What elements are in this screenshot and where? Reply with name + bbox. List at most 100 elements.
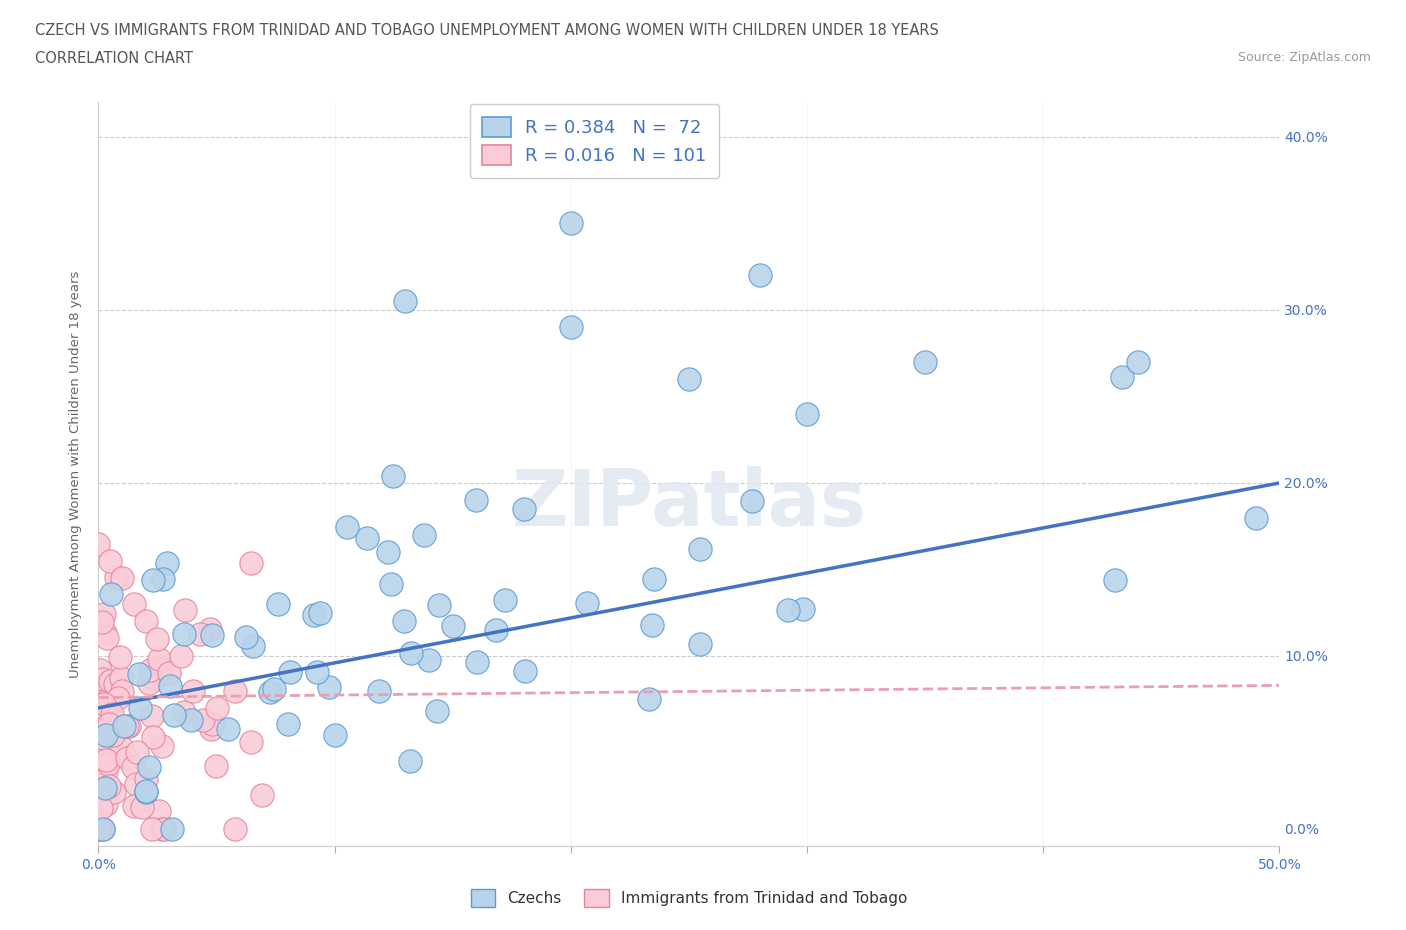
Point	[125, 777, 148, 791]
Point	[792, 602, 814, 617]
Point	[150, 662, 173, 677]
Point	[91, 750, 114, 764]
Point	[97, 717, 120, 732]
Text: Source: ZipAtlas.com: Source: ZipAtlas.com	[1237, 51, 1371, 64]
Point	[90, 742, 112, 757]
Point	[93, 693, 115, 708]
Point	[94, 797, 117, 812]
Point	[97, 757, 120, 772]
Point	[427, 598, 450, 613]
Point	[103, 727, 125, 742]
Point	[198, 621, 221, 636]
Text: CORRELATION CHART: CORRELATION CHART	[35, 51, 193, 66]
Point	[98, 673, 121, 688]
Text: ZIPatlas: ZIPatlas	[512, 466, 866, 542]
Point	[263, 682, 285, 697]
Point	[494, 592, 516, 607]
Point	[413, 527, 436, 542]
Point	[87, 689, 110, 704]
Point	[100, 586, 122, 601]
Point	[91, 821, 114, 836]
Point	[94, 728, 117, 743]
Point	[128, 667, 150, 682]
Point	[111, 571, 134, 586]
Point	[173, 627, 195, 642]
Point	[111, 684, 134, 698]
Point	[91, 821, 114, 836]
Point	[90, 711, 112, 726]
Point	[90, 821, 112, 836]
Point	[131, 799, 153, 814]
Point	[200, 722, 222, 737]
Point	[142, 573, 165, 588]
Point	[150, 739, 173, 754]
Point	[98, 731, 121, 746]
Point	[135, 783, 157, 798]
Point	[96, 752, 118, 767]
Point	[776, 603, 799, 618]
Point	[115, 751, 138, 766]
Point	[94, 752, 117, 767]
Point	[394, 294, 416, 309]
Point	[96, 764, 118, 778]
Point	[367, 684, 389, 698]
Point	[637, 692, 659, 707]
Point	[93, 679, 115, 694]
Point	[224, 684, 246, 698]
Point	[91, 671, 114, 686]
Point	[142, 729, 165, 744]
Point	[91, 736, 114, 751]
Point	[90, 715, 112, 730]
Point	[107, 691, 129, 706]
Point	[278, 665, 301, 680]
Point	[160, 821, 183, 836]
Point	[205, 759, 228, 774]
Point	[89, 714, 111, 729]
Point	[163, 708, 186, 723]
Point	[94, 758, 117, 773]
Point	[485, 623, 508, 638]
Point	[576, 595, 599, 610]
Point	[89, 662, 111, 677]
Point	[170, 648, 193, 663]
Point	[356, 530, 378, 545]
Point	[643, 571, 665, 586]
Point	[465, 655, 488, 670]
Point	[152, 572, 174, 587]
Point	[678, 372, 700, 387]
Point	[277, 717, 299, 732]
Point	[418, 653, 440, 668]
Point	[309, 605, 332, 620]
Point	[224, 821, 246, 836]
Point	[399, 645, 422, 660]
Point	[91, 775, 114, 790]
Point	[141, 709, 163, 724]
Point	[135, 784, 157, 799]
Point	[267, 597, 290, 612]
Point	[146, 631, 169, 646]
Point	[96, 780, 118, 795]
Point	[392, 613, 415, 628]
Point	[89, 776, 111, 790]
Point	[98, 553, 121, 568]
Point	[304, 607, 326, 622]
Point	[201, 716, 224, 731]
Point	[560, 320, 582, 335]
Point	[173, 705, 195, 720]
Point	[689, 542, 711, 557]
Point	[125, 744, 148, 759]
Point	[560, 216, 582, 231]
Point	[181, 684, 204, 698]
Point	[135, 772, 157, 787]
Point	[426, 703, 449, 718]
Point	[98, 724, 121, 738]
Point	[1104, 573, 1126, 588]
Point	[150, 821, 173, 836]
Point	[796, 406, 818, 421]
Point	[156, 555, 179, 570]
Point	[748, 268, 770, 283]
Point	[94, 737, 117, 752]
Legend: Czechs, Immigrants from Trinidad and Tobago: Czechs, Immigrants from Trinidad and Tob…	[464, 884, 914, 913]
Point	[174, 602, 197, 617]
Point	[153, 821, 176, 836]
